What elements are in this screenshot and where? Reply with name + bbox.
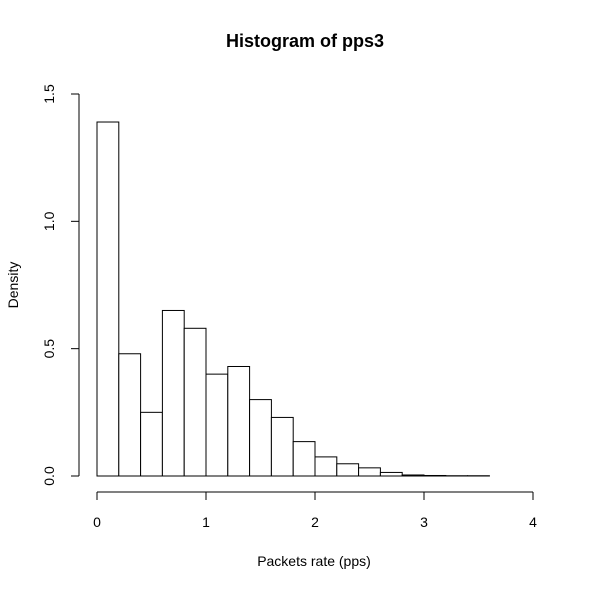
histogram-bar (96, 121, 120, 477)
x-tick-label: 4 (529, 514, 537, 530)
histogram-bar (118, 353, 142, 477)
histogram-bar (336, 463, 360, 477)
histogram-bar (161, 309, 185, 477)
histogram-bar (401, 474, 425, 477)
histogram-bar (314, 456, 338, 477)
histogram-bar (205, 373, 229, 477)
histogram-bar (227, 365, 251, 477)
x-tick-label: 1 (202, 514, 210, 530)
histogram-bar (183, 327, 207, 477)
histogram-bar (140, 411, 163, 477)
x-axis-label: Packets rate (pps) (257, 553, 371, 569)
y-tick-label: 1.0 (41, 211, 57, 231)
histogram-bar (270, 416, 294, 477)
histogram-bar (249, 399, 272, 477)
histogram-bar (379, 471, 403, 477)
histogram-bar (292, 441, 316, 477)
y-tick-label: 0.5 (41, 339, 57, 359)
x-tick-label: 3 (420, 514, 428, 530)
y-tick-label: 0.0 (41, 466, 57, 486)
x-tick-label: 0 (93, 514, 101, 530)
y-axis-label: Density (5, 262, 21, 309)
histogram-bar (358, 467, 381, 477)
bars-group (96, 121, 490, 477)
x-tick-label: 2 (311, 514, 319, 530)
x-ticks-group: 0 1 2 3 4 (93, 492, 537, 530)
y-tick-label: 1.5 (41, 84, 57, 104)
histogram-bar (423, 474, 447, 477)
y-ticks-group: 0.0 0.5 1.0 1.5 (41, 84, 79, 486)
chart-title: Histogram of pps3 (226, 31, 384, 51)
